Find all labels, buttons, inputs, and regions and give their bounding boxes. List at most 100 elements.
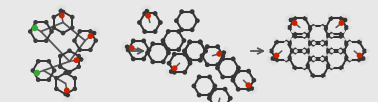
Circle shape [321, 42, 323, 44]
Circle shape [324, 53, 326, 56]
Circle shape [324, 22, 326, 24]
Circle shape [96, 29, 99, 32]
Circle shape [153, 12, 157, 15]
Circle shape [342, 14, 344, 17]
Circle shape [306, 14, 308, 17]
Circle shape [285, 58, 289, 62]
Circle shape [303, 65, 305, 68]
Circle shape [221, 57, 225, 61]
Circle shape [192, 84, 196, 88]
Circle shape [311, 56, 314, 59]
Circle shape [254, 87, 257, 90]
Circle shape [45, 21, 48, 24]
Circle shape [206, 45, 209, 48]
Circle shape [313, 42, 315, 44]
Circle shape [53, 69, 56, 72]
Circle shape [124, 42, 127, 44]
Circle shape [293, 50, 296, 54]
Circle shape [275, 40, 278, 44]
Circle shape [328, 38, 330, 41]
Circle shape [293, 35, 296, 38]
Circle shape [292, 70, 294, 72]
Circle shape [93, 31, 96, 35]
Circle shape [61, 31, 65, 35]
Circle shape [64, 93, 67, 96]
Circle shape [148, 6, 150, 9]
Circle shape [147, 48, 151, 52]
Circle shape [304, 48, 307, 52]
Circle shape [167, 73, 169, 76]
Circle shape [306, 65, 309, 68]
Circle shape [216, 45, 219, 48]
Circle shape [365, 60, 368, 63]
Circle shape [311, 58, 314, 62]
Circle shape [287, 16, 289, 18]
Circle shape [367, 50, 369, 52]
Circle shape [304, 66, 307, 70]
Circle shape [167, 48, 170, 51]
Circle shape [183, 49, 186, 53]
Circle shape [188, 58, 192, 62]
Circle shape [213, 84, 217, 88]
Circle shape [328, 46, 330, 48]
Circle shape [339, 66, 343, 70]
Circle shape [250, 87, 254, 90]
Circle shape [363, 49, 366, 53]
Circle shape [34, 21, 37, 24]
Circle shape [292, 54, 294, 56]
Circle shape [322, 58, 325, 62]
Circle shape [34, 39, 37, 42]
Circle shape [285, 19, 288, 22]
Circle shape [132, 57, 135, 61]
Circle shape [310, 46, 312, 49]
Circle shape [73, 39, 76, 42]
Circle shape [226, 54, 229, 56]
Circle shape [339, 17, 343, 20]
Circle shape [285, 26, 287, 29]
Circle shape [324, 62, 326, 64]
Circle shape [346, 38, 349, 40]
Circle shape [78, 48, 81, 51]
Circle shape [206, 63, 209, 66]
Circle shape [180, 10, 183, 13]
Circle shape [324, 78, 326, 80]
Circle shape [125, 45, 129, 49]
Circle shape [288, 62, 290, 64]
Circle shape [339, 50, 343, 54]
Circle shape [82, 55, 85, 57]
Circle shape [182, 39, 186, 42]
Circle shape [329, 32, 333, 36]
Circle shape [339, 50, 341, 52]
Circle shape [198, 40, 202, 44]
Circle shape [204, 49, 207, 53]
Circle shape [59, 54, 62, 58]
Circle shape [59, 65, 62, 68]
Circle shape [78, 30, 81, 33]
Circle shape [360, 38, 363, 40]
Circle shape [146, 14, 150, 18]
Circle shape [61, 10, 65, 13]
Circle shape [246, 83, 251, 87]
Circle shape [322, 74, 325, 77]
Circle shape [292, 30, 294, 32]
Circle shape [271, 57, 274, 60]
Circle shape [191, 28, 194, 32]
Circle shape [310, 38, 312, 40]
Circle shape [73, 77, 76, 80]
Circle shape [309, 57, 312, 61]
Circle shape [250, 91, 253, 94]
Circle shape [324, 38, 326, 40]
Circle shape [313, 26, 315, 29]
Circle shape [122, 44, 124, 47]
Circle shape [310, 62, 312, 64]
Circle shape [313, 58, 315, 60]
Circle shape [71, 26, 74, 29]
Circle shape [288, 41, 291, 45]
Circle shape [68, 49, 71, 52]
Circle shape [70, 96, 73, 99]
Circle shape [34, 70, 39, 75]
Circle shape [306, 46, 308, 48]
Circle shape [322, 43, 325, 46]
Circle shape [217, 52, 222, 56]
Circle shape [344, 14, 347, 17]
